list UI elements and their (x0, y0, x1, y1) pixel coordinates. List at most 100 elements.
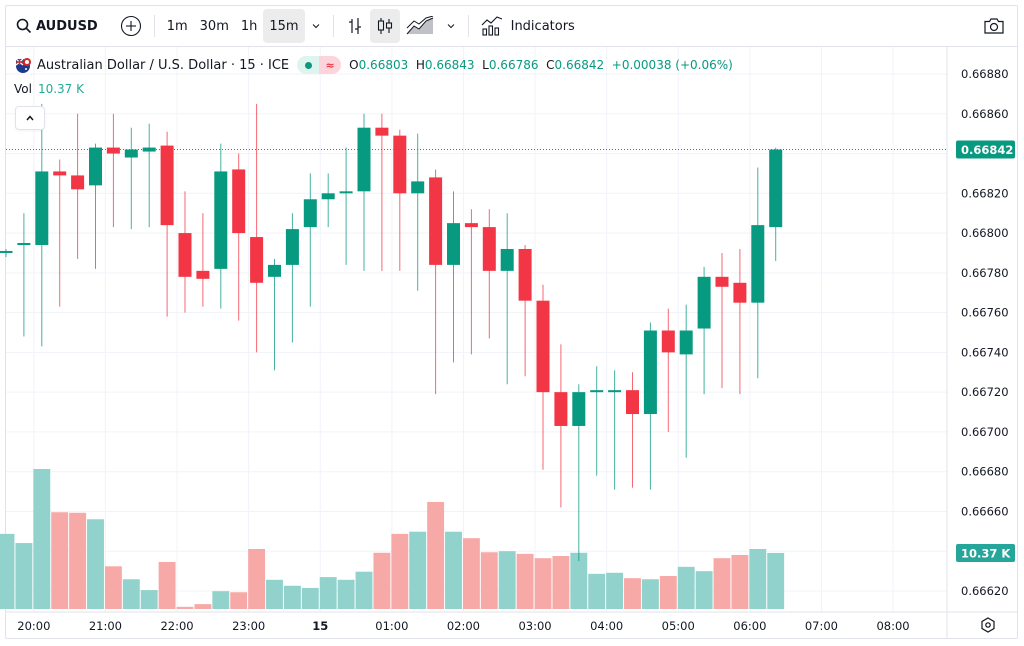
screenshot-button[interactable] (977, 9, 1011, 43)
time-tick-label: 03:00 (518, 619, 551, 633)
camera-icon (984, 18, 1004, 34)
change-value: +0.00038 (+0.06%) (611, 58, 733, 72)
candle (626, 372, 639, 488)
candle-body (626, 390, 639, 415)
delayed-data-icon: ≈ (319, 56, 342, 74)
candle-body (178, 233, 192, 277)
indicators-button[interactable]: Indicators (475, 9, 581, 43)
volume-bar (51, 512, 69, 609)
volume-bars (0, 469, 785, 609)
price-tick-label: 0.66740 (961, 345, 1009, 359)
bars-chart-button[interactable] (340, 9, 370, 43)
area-chart-button[interactable] (400, 9, 440, 43)
bar-chart-icon (348, 18, 361, 34)
candles-chart-button[interactable] (369, 9, 400, 43)
interval-30m[interactable]: 30m (194, 9, 235, 43)
candle-body (697, 276, 711, 329)
candle-body (106, 147, 120, 154)
time-tick-label: 20:00 (17, 619, 50, 633)
time-tick-label: 07:00 (805, 619, 838, 633)
candle (679, 304, 693, 458)
candle (554, 344, 568, 508)
candle-body (661, 330, 675, 353)
volume-bar (176, 606, 194, 609)
candle (411, 133, 425, 291)
volume-label: Vol (14, 82, 32, 96)
volume-bar (122, 579, 140, 609)
volume-bar (641, 579, 659, 609)
volume-value: 10.37 K (37, 82, 84, 96)
candle-body (447, 223, 460, 265)
low-label: L (482, 58, 489, 72)
volume-bar (301, 587, 319, 609)
chart-type-dropdown-button[interactable] (440, 9, 462, 43)
symbol-name: AUDUSD (36, 18, 98, 34)
candle (178, 191, 192, 313)
time-axis[interactable]: 20:00 21:00 22:00 23:00 15 01:00 02:00 03:00 04:… (17, 617, 995, 633)
candle (285, 213, 299, 343)
interval-dropdown-button[interactable] (305, 9, 327, 43)
candle (715, 252, 729, 389)
price-axis[interactable]: 0.66880 0.66860 0.66820 0.66800 0.66780 0.667… (956, 67, 1015, 598)
axis-settings-icon[interactable] (981, 617, 995, 633)
candle-body (715, 276, 729, 287)
candle-body (124, 149, 138, 158)
open-label: O (349, 58, 359, 72)
candle (71, 113, 85, 259)
interval-label: 15m (269, 18, 299, 34)
volume-bar (266, 579, 283, 609)
ohlc-values: O0.66803 H0.66843 L0.66786 C0.66842 +0.0… (349, 58, 733, 72)
volume-bar (749, 549, 767, 609)
symbol-title[interactable]: Australian Dollar / U.S. Dollar · 15 · I… (37, 57, 290, 73)
candle (17, 213, 31, 337)
volume-bar (588, 573, 606, 609)
candle (572, 384, 586, 562)
candle-body (733, 282, 747, 303)
price-tick-label: 0.66820 (961, 186, 1009, 200)
volume-legend: Vol 10.37 K (14, 82, 84, 96)
market-status-pill[interactable]: ≈ (297, 56, 342, 74)
candle-body (554, 392, 568, 426)
interval-1h[interactable]: 1h (235, 9, 264, 43)
volume-bar (33, 469, 51, 609)
volume-bar (462, 538, 480, 609)
candle (0, 248, 13, 257)
volume-bar (319, 577, 337, 609)
volume-bar (15, 543, 33, 609)
candle (124, 127, 138, 230)
time-tick-label: 06:00 (733, 619, 766, 633)
candle-body (572, 392, 586, 426)
chart-frame (5, 5, 1018, 639)
candle (160, 131, 174, 317)
candle-body (321, 193, 335, 200)
candle (268, 258, 281, 371)
volume-bar (445, 531, 462, 609)
open-value: 0.66803 (358, 58, 409, 72)
volume-bar (516, 553, 534, 609)
time-tick-label: 08:00 (876, 619, 909, 633)
last-price-label: 0.66842 (961, 143, 1013, 157)
high-label: H (415, 58, 425, 72)
candle-body (196, 270, 210, 279)
candle-body (339, 191, 353, 194)
close-label: C (546, 58, 555, 72)
candle-body (357, 127, 371, 192)
candle (232, 153, 246, 321)
symbol-search-button[interactable]: AUDUSD (10, 9, 104, 43)
compare-symbol-button[interactable] (114, 9, 148, 43)
candle (643, 322, 657, 490)
candle (482, 209, 496, 339)
price-tick-label: 0.66620 (961, 584, 1009, 598)
candle (661, 308, 675, 432)
collapse-legend-button[interactable] (15, 106, 45, 130)
interval-15m[interactable]: 15m (263, 9, 305, 43)
candle (393, 129, 407, 271)
candle-body (160, 145, 174, 226)
candle-body (536, 300, 550, 393)
candle (303, 173, 317, 307)
volume-bar (373, 552, 391, 609)
volume-bar (158, 561, 176, 609)
interval-1m[interactable]: 1m (161, 9, 194, 43)
candle-body (464, 223, 478, 228)
